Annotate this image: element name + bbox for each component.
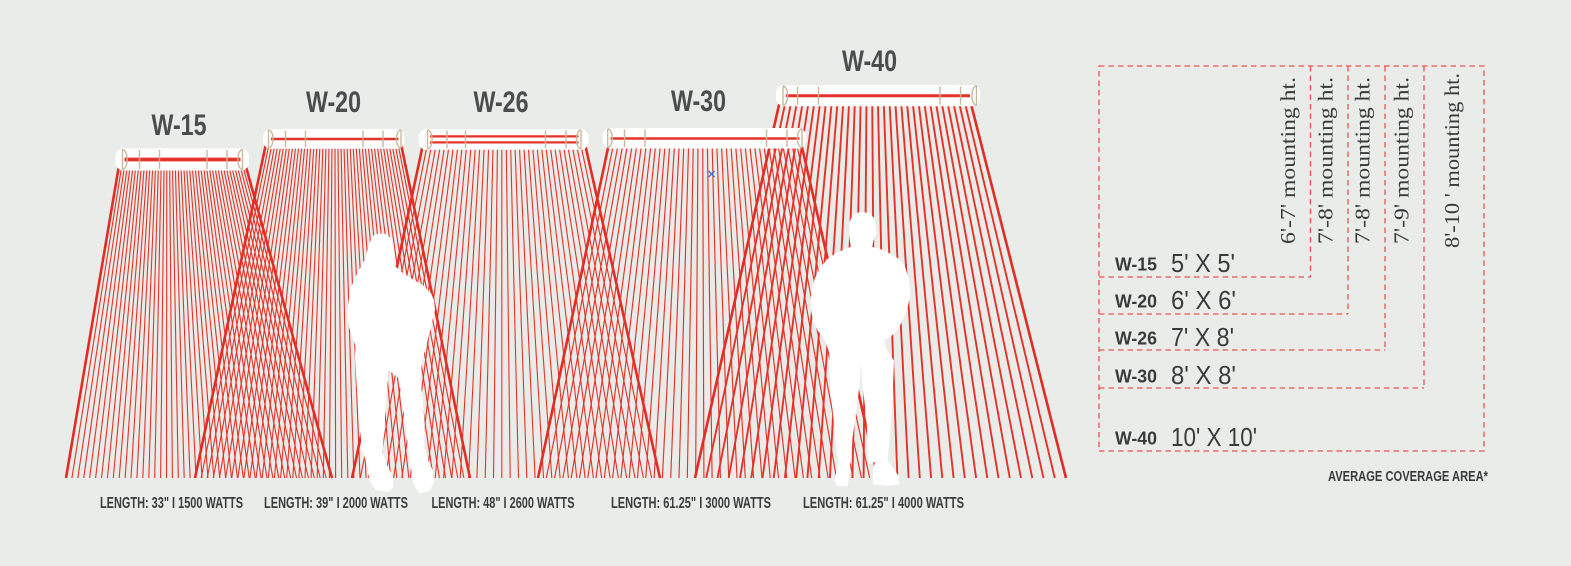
svg-text:LENGTH: 39" I 2000 WATTS: LENGTH: 39" I 2000 WATTS <box>264 495 408 512</box>
svg-text:W-20: W-20 <box>306 86 361 119</box>
svg-text:W-26: W-26 <box>474 86 529 119</box>
svg-text:AVERAGE COVERAGE AREA*: AVERAGE COVERAGE AREA* <box>1328 469 1488 485</box>
svg-text:W-40: W-40 <box>842 45 897 78</box>
svg-text:W-15: W-15 <box>152 109 207 142</box>
svg-text:7'-8' mounting ht.: 7'-8' mounting ht. <box>1314 77 1338 244</box>
svg-text:W-30: W-30 <box>1115 367 1157 387</box>
svg-text:6' X 6': 6' X 6' <box>1171 285 1236 315</box>
svg-text:8' X 8': 8' X 8' <box>1171 360 1236 390</box>
svg-text:W-26: W-26 <box>1115 329 1157 349</box>
svg-text:LENGTH: 33" I 1500 WATTS: LENGTH: 33" I 1500 WATTS <box>100 495 243 512</box>
svg-text:W-40: W-40 <box>1115 429 1157 449</box>
svg-text:6'-7' mounting ht.: 6'-7' mounting ht. <box>1276 77 1300 244</box>
svg-text:5' X 5': 5' X 5' <box>1171 248 1235 278</box>
svg-text:LENGTH: 61.25" I 4000 WATTS: LENGTH: 61.25" I 4000 WATTS <box>803 495 964 512</box>
svg-text:W-20: W-20 <box>1115 292 1157 312</box>
svg-text:7' X 8': 7' X 8' <box>1171 322 1234 352</box>
svg-text:LENGTH: 48" I 2600 WATTS: LENGTH: 48" I 2600 WATTS <box>432 495 575 512</box>
svg-text:W-15: W-15 <box>1115 255 1157 275</box>
svg-text:W-30: W-30 <box>671 85 726 118</box>
svg-text:7'-9' mounting ht.: 7'-9' mounting ht. <box>1390 77 1414 244</box>
svg-text:8'-10 ' mounting ht.: 8'-10 ' mounting ht. <box>1440 73 1464 248</box>
svg-text:10' X 10': 10' X 10' <box>1171 422 1257 452</box>
svg-text:7'-8' mounting ht.: 7'-8' mounting ht. <box>1351 77 1375 244</box>
svg-text:LENGTH: 61.25" I 3000 WATTS: LENGTH: 61.25" I 3000 WATTS <box>611 495 771 512</box>
